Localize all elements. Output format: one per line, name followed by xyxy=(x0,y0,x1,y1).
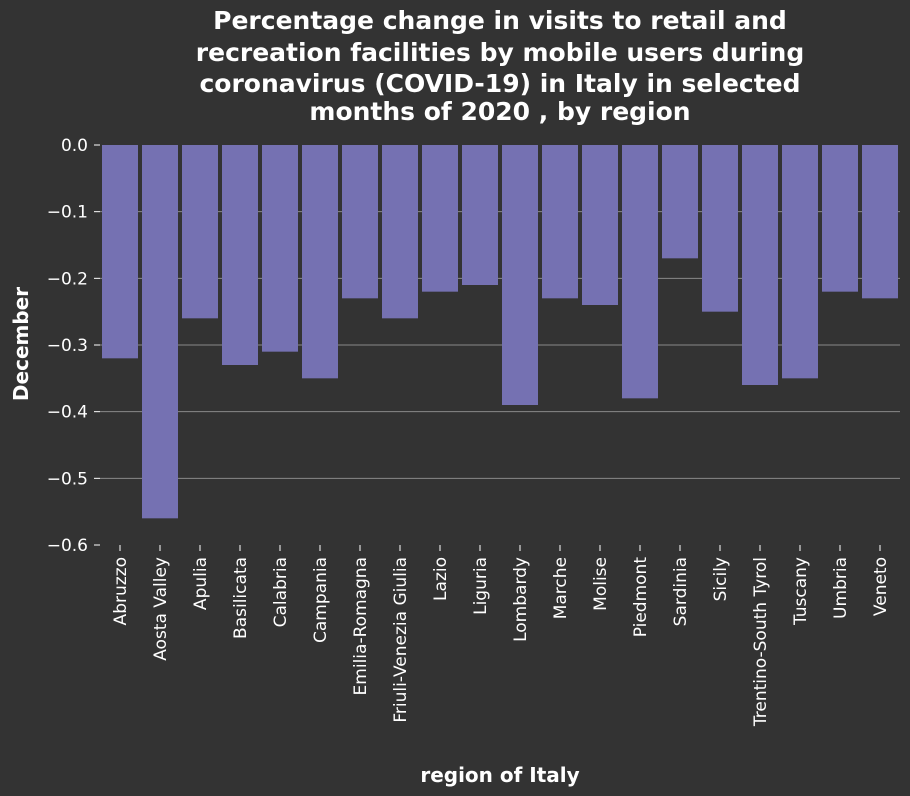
y-tick-label: −0.1 xyxy=(47,203,88,223)
x-tick-label: Trentino-South Tyrol xyxy=(751,557,771,727)
bar xyxy=(422,145,458,292)
x-tick-label: Friuli-Venezia Giulia xyxy=(391,557,411,723)
x-tick-label: Aosta Valley xyxy=(151,557,171,661)
x-tick-label: Tuscany xyxy=(791,557,811,626)
x-tick-label: Calabria xyxy=(271,557,291,627)
y-tick-label: −0.5 xyxy=(47,469,88,489)
bar xyxy=(222,145,258,365)
x-tick-label: Molise xyxy=(591,557,611,611)
y-axis: 0.0 −0.1 −0.2 −0.3 −0.4 −0.5 −0.6 xyxy=(47,136,100,556)
bar xyxy=(502,145,538,405)
x-tick-label: Sicily xyxy=(711,557,731,601)
y-gridlines xyxy=(100,211,900,479)
y-tick-label: −0.2 xyxy=(47,269,88,289)
chart-title: Percentage change in visits to retail an… xyxy=(196,6,804,126)
x-tick-label: Apulia xyxy=(191,557,211,610)
bar xyxy=(822,145,858,292)
bar xyxy=(102,145,138,359)
bar xyxy=(662,145,698,259)
y-tick-label: 0.0 xyxy=(61,136,88,156)
bar xyxy=(782,145,818,379)
chart-title-line: coronavirus (COVID-19) in Italy in selec… xyxy=(199,69,800,98)
bar xyxy=(182,145,218,319)
x-axis-title: region of Italy xyxy=(420,763,579,787)
y-tick-label: −0.6 xyxy=(47,536,88,556)
bar xyxy=(462,145,498,285)
chart-title-line: Percentage change in visits to retail an… xyxy=(213,6,787,35)
y-axis-title: December xyxy=(9,287,33,401)
bar xyxy=(342,145,378,299)
bar xyxy=(742,145,778,385)
x-tick-label: Liguria xyxy=(471,557,491,615)
y-tick-label: −0.3 xyxy=(47,336,88,356)
x-tick-label: Veneto xyxy=(871,557,891,616)
bar xyxy=(142,145,178,519)
bar xyxy=(302,145,338,379)
bar xyxy=(622,145,658,399)
bar xyxy=(862,145,898,299)
x-axis: Abruzzo Aosta Valley Apulia Basilicata Calab… xyxy=(111,545,891,727)
bar xyxy=(262,145,298,352)
x-tick-label: Umbria xyxy=(831,557,851,619)
chart-title-line: recreation facilities by mobile users du… xyxy=(196,38,804,67)
bar xyxy=(582,145,618,305)
y-tick-label: −0.4 xyxy=(47,403,88,423)
bar xyxy=(542,145,578,299)
x-tick-label: Lombardy xyxy=(511,557,531,642)
x-tick-label: Emilia-Romagna xyxy=(351,557,371,695)
x-tick-label: Basilicata xyxy=(231,557,251,639)
bars xyxy=(102,145,898,519)
x-tick-label: Abruzzo xyxy=(111,557,131,625)
x-tick-label: Piedmont xyxy=(631,557,651,638)
x-tick-label: Marche xyxy=(551,557,571,619)
x-tick-label: Lazio xyxy=(431,557,451,601)
bar xyxy=(702,145,738,312)
x-tick-label: Sardinia xyxy=(671,557,691,626)
chart-title-line: months of 2020 , by region xyxy=(309,97,690,126)
bar xyxy=(382,145,418,319)
x-tick-label: Campania xyxy=(311,557,331,643)
